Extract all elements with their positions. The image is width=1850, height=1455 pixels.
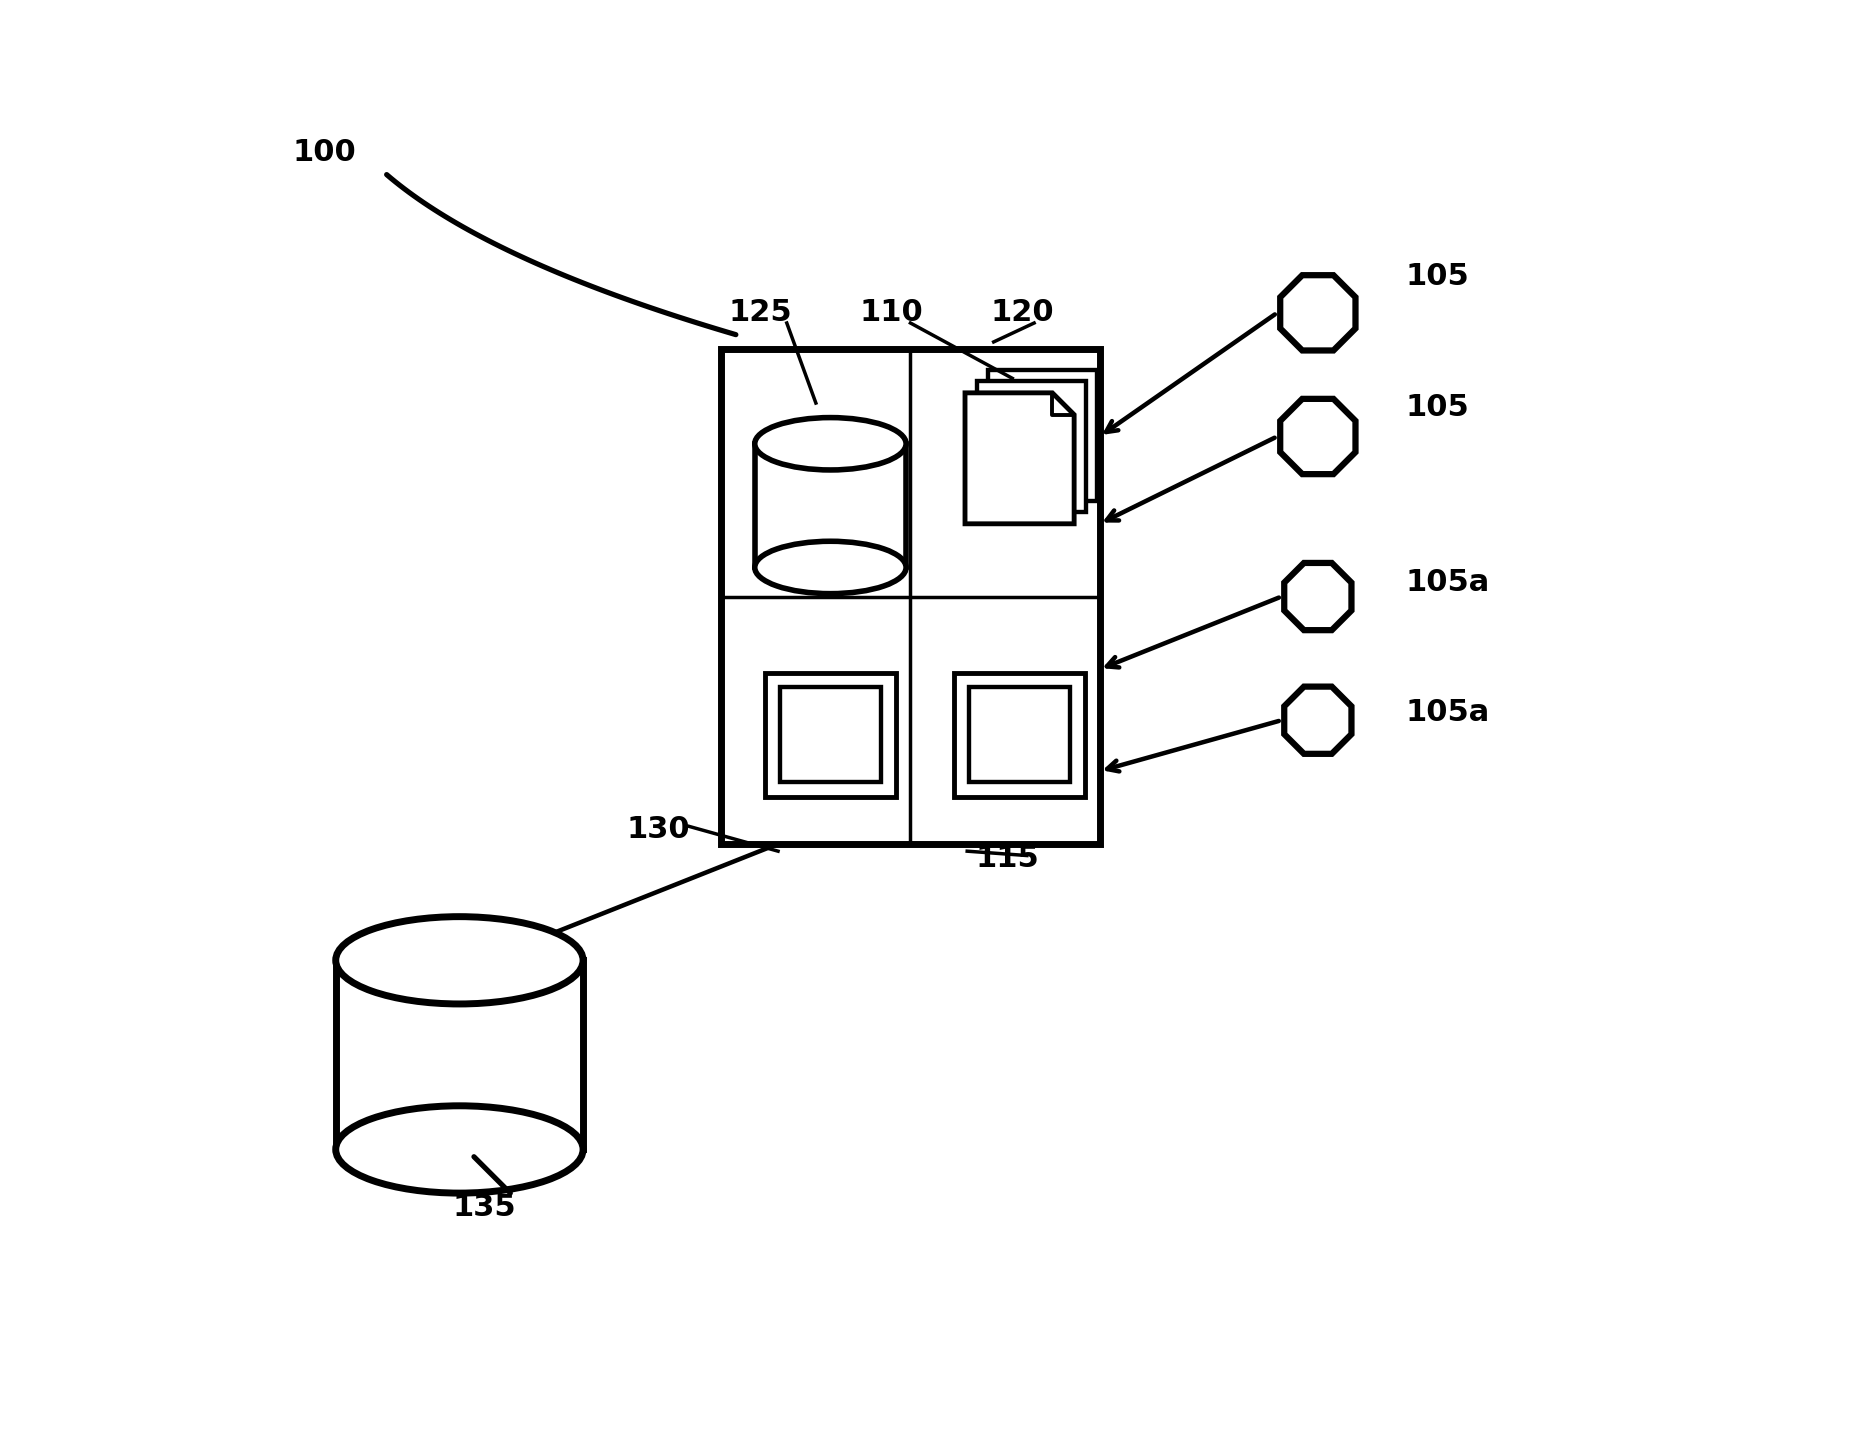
Polygon shape [955,672,1086,797]
Polygon shape [722,349,1099,844]
Ellipse shape [755,418,906,470]
Text: 105a: 105a [1406,567,1489,597]
Text: 105a: 105a [1406,698,1489,728]
Text: 105: 105 [1406,262,1469,291]
Ellipse shape [755,541,906,594]
Polygon shape [988,370,1097,501]
Polygon shape [969,688,1071,783]
Polygon shape [977,381,1086,512]
Text: 100: 100 [292,138,355,167]
Polygon shape [1280,399,1356,474]
Polygon shape [1280,275,1356,351]
Text: 130: 130 [627,815,690,844]
Polygon shape [764,672,895,797]
Polygon shape [755,444,906,567]
Polygon shape [335,960,583,1149]
Text: 110: 110 [860,298,923,327]
Ellipse shape [335,1106,583,1193]
Polygon shape [779,688,881,783]
Ellipse shape [335,917,583,1004]
Text: 125: 125 [729,298,792,327]
Polygon shape [1284,563,1352,630]
Polygon shape [1284,687,1352,754]
Text: 105: 105 [1406,393,1469,422]
Text: 115: 115 [977,844,1040,873]
Polygon shape [966,393,1075,524]
Text: 135: 135 [451,1193,516,1222]
Text: 120: 120 [990,298,1054,327]
